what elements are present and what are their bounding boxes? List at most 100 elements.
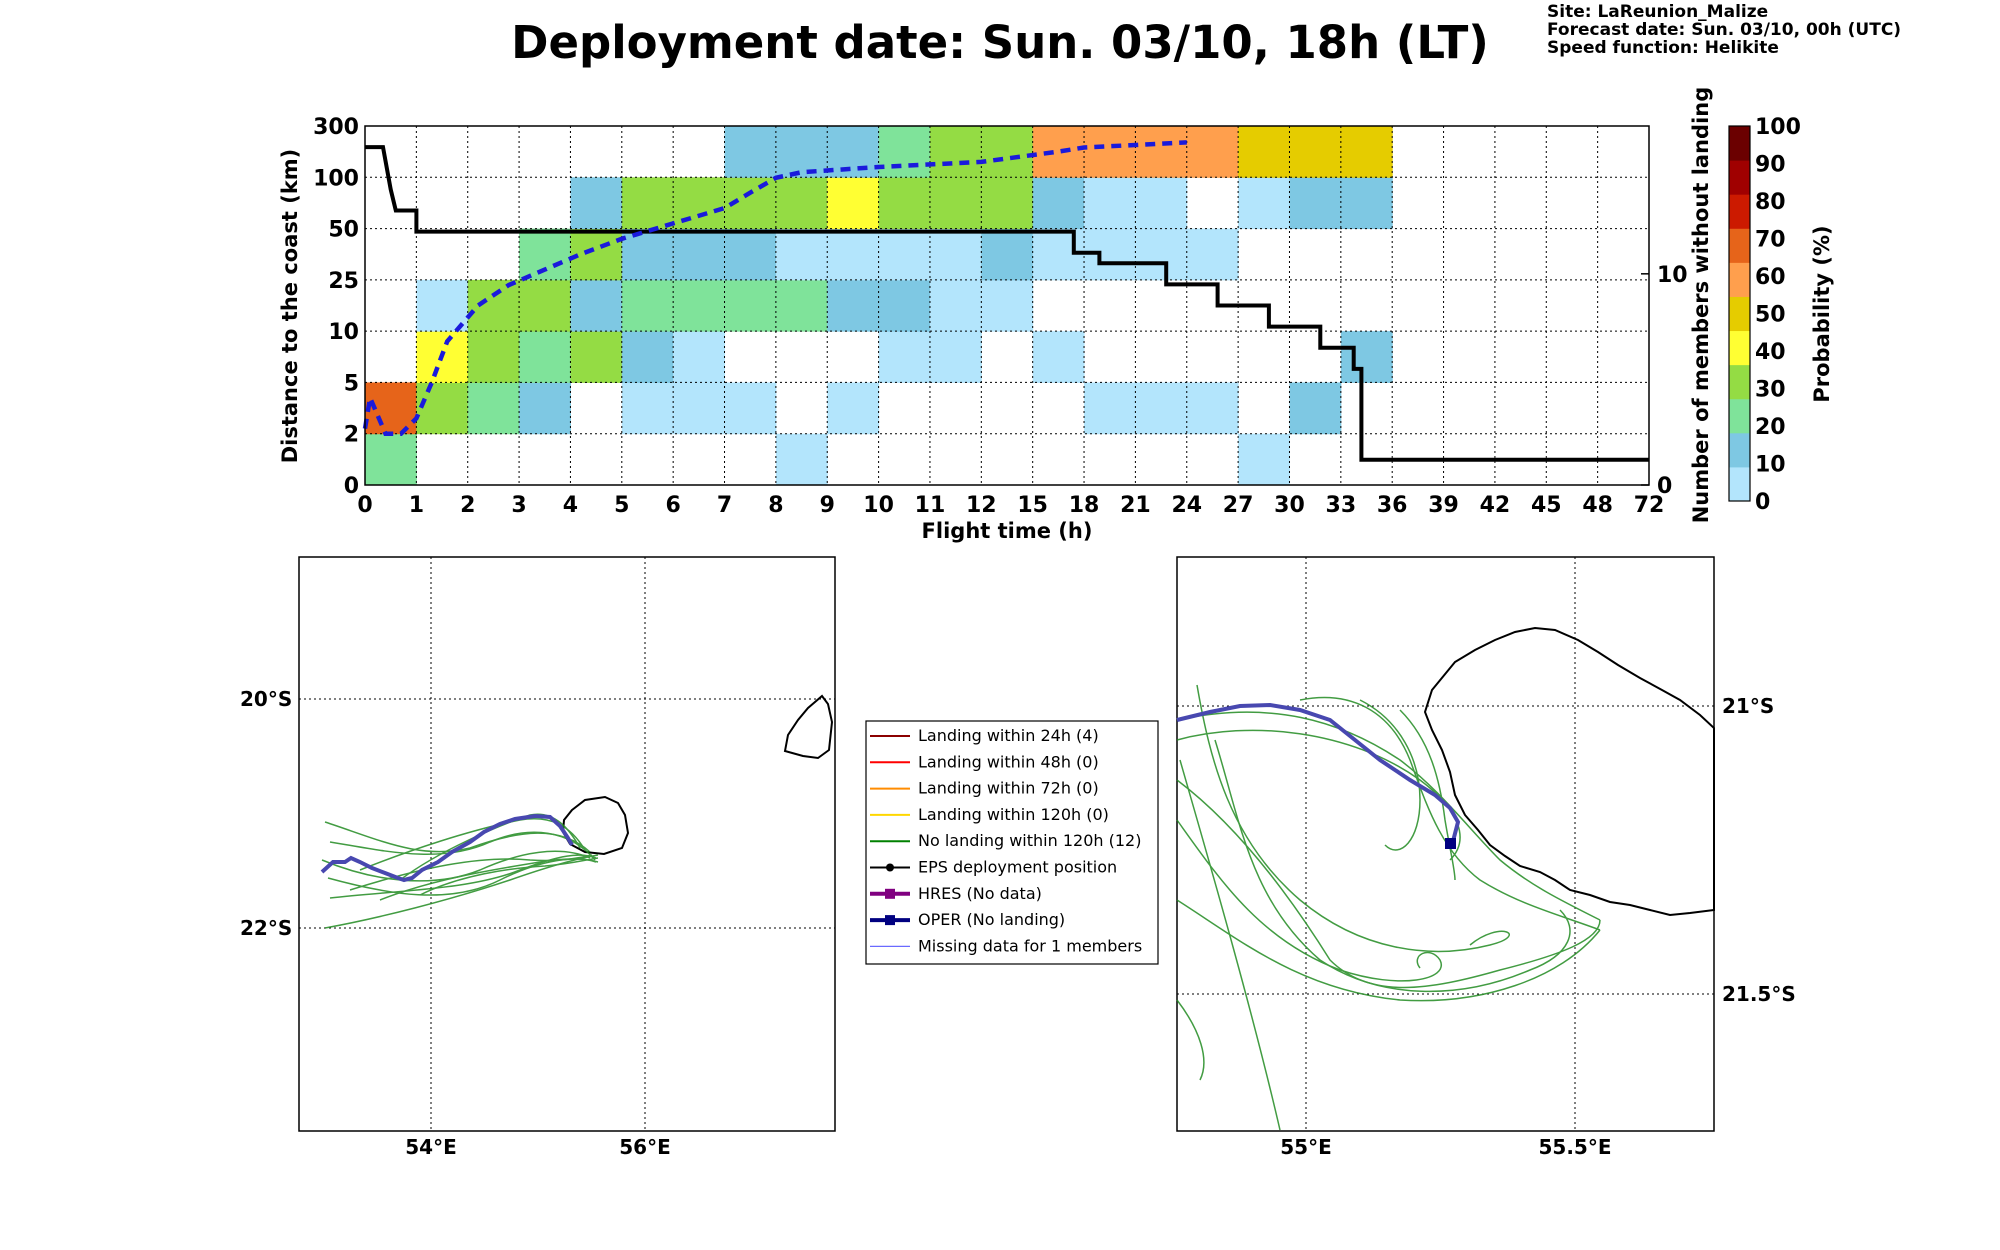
heatmap-cell <box>775 433 828 486</box>
heatmap-cell <box>1238 177 1290 230</box>
x-tick-label: 0 <box>357 493 372 518</box>
heatmap-cell <box>1238 433 1290 486</box>
heatmap-cell <box>1186 126 1239 178</box>
legend: Landing within 24h (4) Landing within 48h… <box>865 720 1159 965</box>
y-tick-label: 50 <box>328 218 359 243</box>
heatmap-cell <box>1135 382 1188 435</box>
colorbar-tick-label: 80 <box>1755 190 1786 215</box>
left-map-lat-label: 22°S <box>240 916 292 940</box>
legend-marker <box>885 888 895 899</box>
heatmap-grid <box>365 126 1649 485</box>
heatmap-cell <box>929 279 982 332</box>
colorbar-tick-label: 90 <box>1755 153 1786 178</box>
site-label: Site: LaReunion_Malize <box>1547 2 1768 22</box>
legend-label: HRES (No data) <box>918 884 1042 903</box>
x-tick-label: 27 <box>1223 493 1254 518</box>
heatmap-cell <box>775 126 828 178</box>
heatmap-cell <box>519 331 571 383</box>
y-tick-label: 5 <box>344 371 359 396</box>
legend-item: HRES (No data) <box>870 884 1042 903</box>
legend-label: Landing within 48h (0) <box>918 752 1099 771</box>
x-tick-label: 1 <box>409 493 424 518</box>
heatmap-cells <box>365 126 1393 486</box>
y2-axis-label: Number of members without landing <box>1689 87 1713 524</box>
heatmap-cell <box>827 126 880 178</box>
colorbar-swatch <box>1729 228 1750 263</box>
trajectory <box>1179 759 1281 1131</box>
heatmap-lines <box>362 140 1649 462</box>
x-tick-label: 33 <box>1326 493 1357 518</box>
heatmap-cell <box>621 382 674 435</box>
colorbar-tick-label: 0 <box>1755 490 1770 515</box>
heatmap-cell <box>365 433 417 486</box>
heatmap-cell <box>878 331 931 383</box>
speed-function-label: Speed function: Helikite <box>1547 38 1779 58</box>
heatmap-cell <box>570 177 623 230</box>
trajectory <box>1176 819 1443 982</box>
legend-label: Missing data for 1 members <box>918 936 1142 955</box>
colorbar-swatch <box>1729 296 1750 332</box>
legend-label: EPS deployment position <box>918 858 1117 877</box>
heatmap-cell <box>1084 126 1136 178</box>
right-map-lon-label: 55.5°E <box>1538 1135 1611 1159</box>
legend-item: Landing within 120h (0) <box>870 805 1109 824</box>
heatmap-frame <box>364 125 1650 486</box>
heatmap-cell <box>1084 382 1136 435</box>
legend-label: No landing within 120h (12) <box>918 831 1141 850</box>
trajectory <box>1399 709 1456 881</box>
heatmap-cell <box>981 177 1034 230</box>
y-tick-label: 300 <box>313 115 359 140</box>
x-tick-label: 18 <box>1069 493 1100 518</box>
heatmap-cell <box>519 382 571 435</box>
y-tick-label: 2 <box>344 423 359 448</box>
heatmap-cell <box>1289 177 1342 230</box>
x-tick-label: 15 <box>1017 493 1048 518</box>
y-tick-label: 0 <box>344 474 359 499</box>
trajectory <box>1176 729 1461 861</box>
colorbar-tick-label: 100 <box>1755 115 1801 140</box>
heatmap-cell <box>724 126 777 178</box>
x-tick-label: 45 <box>1531 493 1562 518</box>
heatmap-cell <box>621 331 674 383</box>
heatmap-cell <box>570 279 623 332</box>
heatmap-cell <box>519 279 571 332</box>
heatmap-cell <box>1340 177 1393 230</box>
heatmap-cell <box>673 331 726 383</box>
colorbar: 0 10 20 30 40 50 60 70 80 90 100 <box>1728 115 1801 515</box>
x-tick-label: 6 <box>666 493 681 518</box>
heatmap-cell <box>981 279 1034 332</box>
trajectory <box>419 857 599 896</box>
legend-label: Landing within 120h (0) <box>918 805 1109 824</box>
left-map-lat-label: 20°S <box>240 687 292 711</box>
trajectory <box>1176 899 1601 1002</box>
heatmap-cell <box>416 382 469 435</box>
heatmap-cell <box>981 126 1034 178</box>
trajectory <box>1359 699 1421 851</box>
heatmap-cell <box>1186 228 1239 281</box>
heatmap-cell <box>1084 177 1136 230</box>
left-map: 20°S 22°S 54°E 56°E <box>240 556 836 1159</box>
y-axis-label: Distance to the coast (km) <box>278 149 302 464</box>
heatmap-cell <box>1186 382 1239 435</box>
legend-item: EPS deployment position <box>870 858 1117 877</box>
heatmap-cell <box>827 228 880 281</box>
left-map-lon-label: 56°E <box>619 1135 671 1159</box>
colorbar-tick-label: 50 <box>1755 303 1786 328</box>
x-tick-label: 10 <box>863 493 894 518</box>
legend-marker <box>886 863 894 872</box>
heatmap-cell <box>878 177 931 230</box>
colorbar-frame <box>1728 125 1751 502</box>
heatmap-cell <box>1032 126 1085 178</box>
oper-trajectory <box>1176 702 1461 846</box>
x-tick-label: 9 <box>820 493 835 518</box>
y2-tick-labels: 0 10 <box>1641 263 1688 499</box>
right-map-lat-label: 21°S <box>1722 694 1774 718</box>
heatmap-cell <box>1032 331 1085 383</box>
heatmap-cell <box>929 177 982 230</box>
legend-marker <box>885 915 895 926</box>
trajectory <box>1214 739 1571 993</box>
colorbar-swatch <box>1729 160 1750 195</box>
reunion-coastline <box>1423 626 1715 917</box>
legend-item: OPER (No landing) <box>870 910 1065 929</box>
